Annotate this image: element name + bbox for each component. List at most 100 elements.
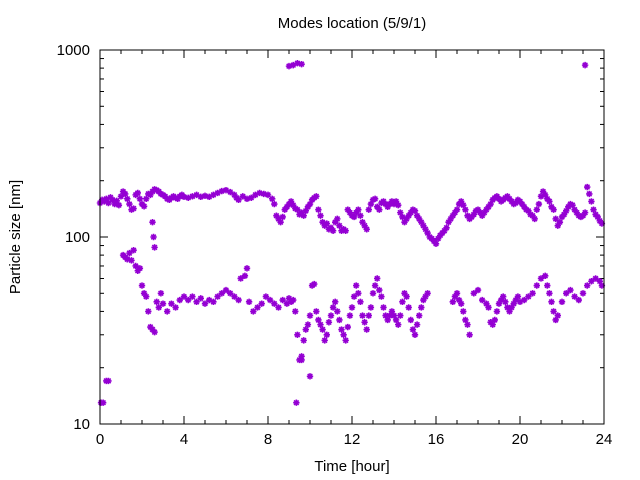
data-point xyxy=(516,198,524,205)
data-point xyxy=(287,198,295,205)
data-point xyxy=(115,201,123,209)
data-point xyxy=(447,215,454,223)
data-point xyxy=(392,316,400,324)
data-point xyxy=(500,293,507,300)
data-point xyxy=(155,304,162,311)
data-point xyxy=(237,275,244,282)
data-point xyxy=(151,244,158,251)
data-point xyxy=(369,290,377,297)
data-point xyxy=(458,198,465,205)
data-point xyxy=(359,218,366,226)
data-point xyxy=(150,233,157,241)
data-point xyxy=(581,209,589,216)
data-point xyxy=(329,227,337,234)
data-point xyxy=(525,207,532,215)
data-point xyxy=(371,282,379,289)
data-point xyxy=(424,290,431,297)
data-point xyxy=(260,190,267,198)
data-point xyxy=(378,293,385,300)
data-point xyxy=(455,296,463,304)
data-point xyxy=(313,308,320,315)
data-point xyxy=(418,218,425,226)
data-point xyxy=(168,300,175,307)
data-point xyxy=(365,312,372,319)
data-point xyxy=(264,191,272,199)
data-point xyxy=(596,278,603,285)
data-point xyxy=(548,203,555,211)
data-point xyxy=(466,331,473,338)
data-point xyxy=(227,188,234,196)
data-point xyxy=(279,213,286,221)
chart-title: Modes location (5/9/1) xyxy=(278,15,426,32)
data-point xyxy=(136,265,144,272)
data-point xyxy=(386,200,393,208)
data-point xyxy=(222,286,230,294)
data-point xyxy=(302,207,309,215)
data-point xyxy=(300,212,307,219)
data-point xyxy=(495,195,503,203)
data-point xyxy=(298,353,305,360)
data-point xyxy=(502,298,509,306)
data-point xyxy=(193,191,200,199)
x-tick-label: 0 xyxy=(96,431,104,448)
data-point xyxy=(99,399,107,406)
y-tick-label: 1000 xyxy=(57,42,90,59)
data-points xyxy=(96,59,606,406)
data-point xyxy=(382,312,389,319)
data-point xyxy=(239,193,246,200)
data-point xyxy=(197,295,204,302)
data-point xyxy=(537,275,545,282)
data-point xyxy=(317,212,324,219)
data-point xyxy=(298,209,305,216)
data-point xyxy=(149,326,156,333)
data-point xyxy=(516,298,524,306)
data-point xyxy=(395,321,402,328)
data-point xyxy=(382,200,389,208)
data-point xyxy=(319,326,326,333)
data-point xyxy=(140,290,148,297)
data-point xyxy=(315,206,322,213)
data-point xyxy=(596,217,603,225)
data-point xyxy=(445,218,452,226)
data-point xyxy=(153,298,160,306)
data-point xyxy=(124,195,131,203)
x-axis-label: Time [hour] xyxy=(314,458,389,475)
data-point xyxy=(420,222,427,229)
data-point xyxy=(273,212,280,219)
data-point xyxy=(470,290,477,297)
data-point xyxy=(542,191,549,199)
data-point xyxy=(342,227,349,234)
data-point xyxy=(518,200,526,208)
data-point xyxy=(290,201,297,209)
data-point xyxy=(245,298,253,306)
data-point xyxy=(176,296,183,304)
data-point xyxy=(201,300,209,307)
data-point xyxy=(304,321,312,328)
data-point xyxy=(353,209,360,216)
data-point xyxy=(319,218,326,226)
data-point xyxy=(550,308,557,315)
data-point xyxy=(416,215,423,223)
data-point xyxy=(598,282,606,289)
data-point xyxy=(420,296,427,304)
data-point xyxy=(416,312,423,319)
data-point xyxy=(149,218,156,226)
x-tick-label: 12 xyxy=(344,431,361,448)
data-point xyxy=(374,275,381,282)
data-point xyxy=(405,212,412,219)
data-point xyxy=(397,209,404,216)
data-point xyxy=(336,222,343,229)
data-point xyxy=(348,304,356,311)
data-point xyxy=(533,206,540,213)
data-point xyxy=(336,316,343,324)
data-point xyxy=(231,191,238,199)
data-point xyxy=(592,275,599,282)
data-point xyxy=(164,308,171,315)
data-point xyxy=(355,206,362,213)
data-point xyxy=(361,319,368,326)
data-point xyxy=(346,312,354,319)
data-point xyxy=(554,222,561,229)
data-point xyxy=(313,193,320,200)
data-point xyxy=(521,296,528,304)
data-point xyxy=(128,257,135,264)
